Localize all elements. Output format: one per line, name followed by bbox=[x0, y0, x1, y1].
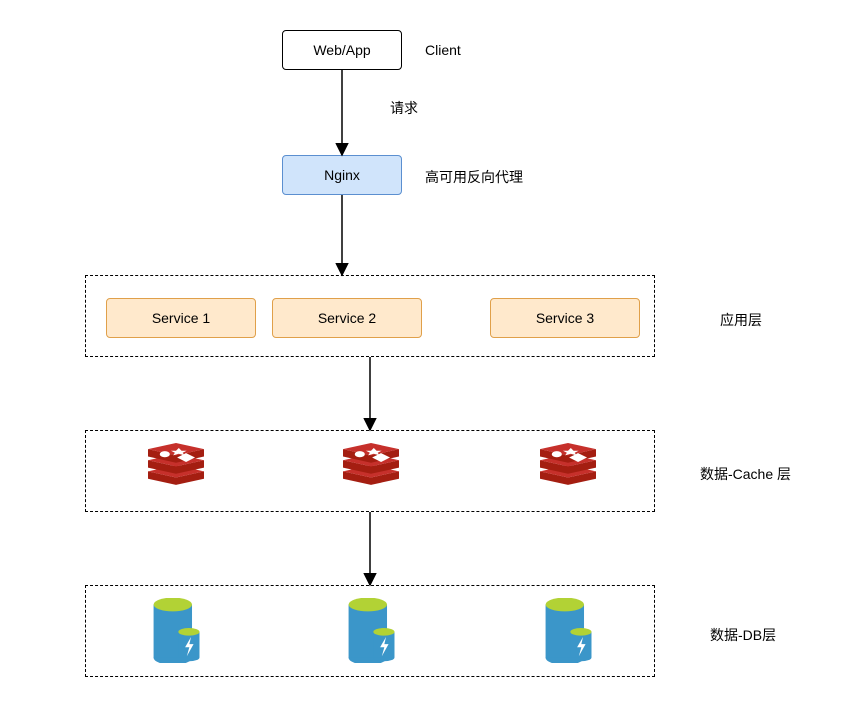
diagram-canvas: Web/App Client 请求 Nginx 高可用反向代理 Service … bbox=[0, 0, 846, 714]
arrows bbox=[0, 0, 846, 714]
